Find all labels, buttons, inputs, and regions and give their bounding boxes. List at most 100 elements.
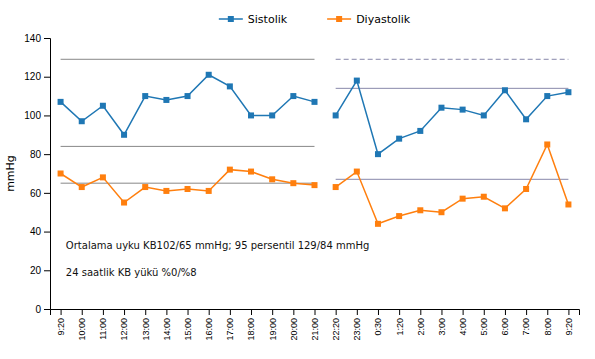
annotation: 24 saatlik KB yükü %0/%8: [66, 267, 197, 278]
x-tick: 14:00: [162, 309, 172, 341]
x-tick-mark: [230, 309, 231, 315]
y-tick-label: 40: [30, 226, 42, 237]
x-tick: 16:00: [204, 309, 214, 341]
y-tick-mark: [44, 38, 50, 39]
x-tick: 2:00: [416, 309, 426, 336]
series-marker: [481, 194, 487, 200]
series-marker: [163, 188, 169, 194]
x-tick-mark: [293, 309, 294, 315]
x-tick-label: 9:20: [56, 318, 66, 336]
x-tick-mark: [441, 309, 442, 315]
series-line: [336, 144, 569, 223]
x-tick: 22:20: [331, 309, 341, 341]
x-axis: 9:2010:0011:0012:0013:0014:0015:0016:001…: [51, 309, 580, 341]
x-tick-label: 16:00: [204, 318, 214, 341]
series-line: [61, 75, 315, 135]
x-tick-mark: [61, 309, 62, 315]
legend-marker: [336, 16, 342, 22]
series-marker: [438, 105, 444, 111]
x-tick-mark: [336, 309, 337, 315]
series-marker: [142, 93, 148, 99]
y-tick-label: 120: [24, 71, 41, 82]
y-tick-label: 100: [24, 110, 41, 121]
series-marker: [460, 107, 466, 113]
reference-line: [61, 59, 315, 60]
series-marker: [269, 112, 275, 118]
x-tick: 19:00: [268, 309, 278, 341]
annotation: Ortalama uyku KB102/65 mmHg; 95 persenti…: [66, 240, 370, 251]
series-marker: [248, 169, 254, 175]
legend-marker: [228, 16, 234, 22]
y-tick-label: 20: [30, 265, 42, 276]
x-tick: 18:00: [246, 309, 256, 341]
x-tick-label: 4:00: [458, 318, 468, 336]
series-1: [58, 141, 572, 226]
series-marker: [185, 186, 191, 192]
series-marker: [481, 112, 487, 118]
x-tick-mark: [357, 309, 358, 315]
series-marker: [121, 200, 127, 206]
y-axis: 020406080100120140: [24, 33, 50, 315]
y-axis-title: mmHg: [4, 155, 17, 192]
x-tick: 1:20: [395, 309, 405, 336]
x-tick: 7:00: [521, 309, 531, 336]
series-marker: [79, 184, 85, 190]
series-marker: [100, 103, 106, 109]
series-marker: [333, 184, 339, 190]
y-tick-label: 80: [30, 149, 42, 160]
x-tick-mark: [568, 309, 569, 315]
chart: 0204060801001201409:2010:0011:0012:0013:…: [0, 0, 595, 359]
x-tick-mark: [526, 309, 527, 315]
x-tick: 17:00: [225, 309, 235, 341]
x-tick-label: 13:00: [141, 318, 151, 341]
x-tick-mark: [166, 309, 167, 315]
y-tick-mark: [44, 115, 50, 116]
x-tick-label: 10:00: [77, 318, 87, 341]
x-tick: 9:20: [56, 309, 66, 336]
series-marker: [121, 132, 127, 138]
x-tick: 15:00: [183, 309, 193, 341]
x-tick-mark: [103, 309, 104, 315]
series-marker: [58, 99, 64, 105]
x-tick-label: 19:00: [268, 318, 278, 341]
series-marker: [163, 97, 169, 103]
x-tick-mark: [188, 309, 189, 315]
y-tick: 40: [30, 226, 50, 237]
series-marker: [333, 112, 339, 118]
x-tick-label: 6:00: [500, 318, 510, 336]
series-marker: [565, 201, 571, 207]
x-tick: 4:00: [458, 309, 468, 336]
series-marker: [354, 169, 360, 175]
x-tick: 3:00: [437, 309, 447, 336]
series-marker: [290, 180, 296, 186]
series-marker: [312, 182, 318, 188]
x-tick-mark: [505, 309, 506, 315]
y-tick: 100: [24, 110, 50, 121]
reference-line: [336, 88, 569, 89]
reference-line: [61, 183, 315, 184]
series-marker: [396, 136, 402, 142]
series-marker: [227, 83, 233, 89]
x-tick: 6:00: [500, 309, 510, 336]
y-axis-line: [44, 39, 51, 310]
x-tick-mark: [209, 309, 210, 315]
annotations: Ortalama uyku KB102/65 mmHg; 95 persenti…: [66, 240, 370, 278]
x-tick-mark: [378, 309, 379, 315]
y-tick-mark: [44, 193, 50, 194]
series-marker: [185, 93, 191, 99]
x-tick-mark: [251, 309, 252, 315]
x-tick-mark: [547, 309, 548, 315]
series-marker: [544, 141, 550, 147]
y-tick-mark: [44, 270, 50, 271]
series-marker: [375, 221, 381, 227]
x-tick-mark: [463, 309, 464, 315]
x-tick-label: 20:00: [289, 318, 299, 341]
x-tick-mark: [399, 309, 400, 315]
x-tick-label: 9:20: [564, 318, 574, 336]
series-line: [336, 81, 569, 155]
x-tick: 23:00: [352, 309, 362, 341]
reference-line: [336, 179, 569, 180]
x-tick-label: 7:00: [521, 318, 531, 336]
legend: SistolikDiyastolik: [219, 13, 411, 26]
x-tick-mark: [484, 309, 485, 315]
